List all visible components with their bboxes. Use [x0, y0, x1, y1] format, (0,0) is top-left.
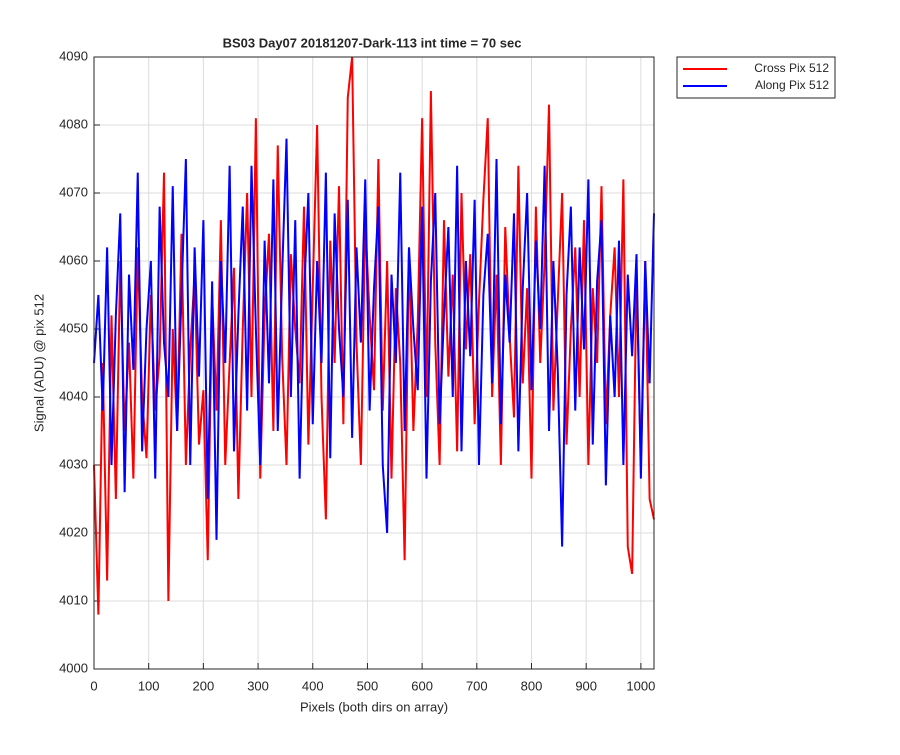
y-tick-label: 4070	[59, 184, 88, 199]
series-line	[93, 138, 655, 547]
legend-label: Cross Pix 512	[754, 61, 829, 75]
x-tick-label: 600	[411, 678, 433, 693]
chart-title: BS03 Day07 20181207-Dark-113 int time = …	[223, 35, 522, 50]
x-tick-label: 500	[357, 678, 379, 693]
x-tick-label: 900	[575, 678, 597, 693]
x-tick-label: 700	[466, 678, 488, 693]
x-tick-label: 1000	[626, 678, 655, 693]
y-tick-label: 4040	[59, 388, 88, 403]
x-tick-label: 100	[138, 678, 160, 693]
x-axis-label: Pixels (both dirs on array)	[300, 699, 448, 714]
y-axis-label: Signal (ADU) @ pix 512	[31, 294, 46, 432]
x-tick-label: 200	[193, 678, 215, 693]
legend-label: Along Pix 512	[755, 78, 829, 92]
plot-frame	[93, 56, 655, 670]
legend-box	[676, 56, 836, 99]
y-tick-label: 4060	[59, 252, 88, 267]
x-tick-label: 0	[90, 678, 97, 693]
y-tick-label: 4010	[59, 592, 88, 607]
series-line	[93, 56, 655, 615]
y-tick-label: 4020	[59, 524, 88, 539]
x-tick-label: 400	[302, 678, 324, 693]
y-tick-label: 4050	[59, 320, 88, 335]
y-tick-label: 4030	[59, 456, 88, 471]
y-tick-label: 4090	[59, 48, 88, 63]
x-tick-label: 800	[521, 678, 543, 693]
y-tick-label: 4080	[59, 116, 88, 131]
x-tick-label: 300	[247, 678, 269, 693]
y-tick-label: 4000	[59, 660, 88, 675]
